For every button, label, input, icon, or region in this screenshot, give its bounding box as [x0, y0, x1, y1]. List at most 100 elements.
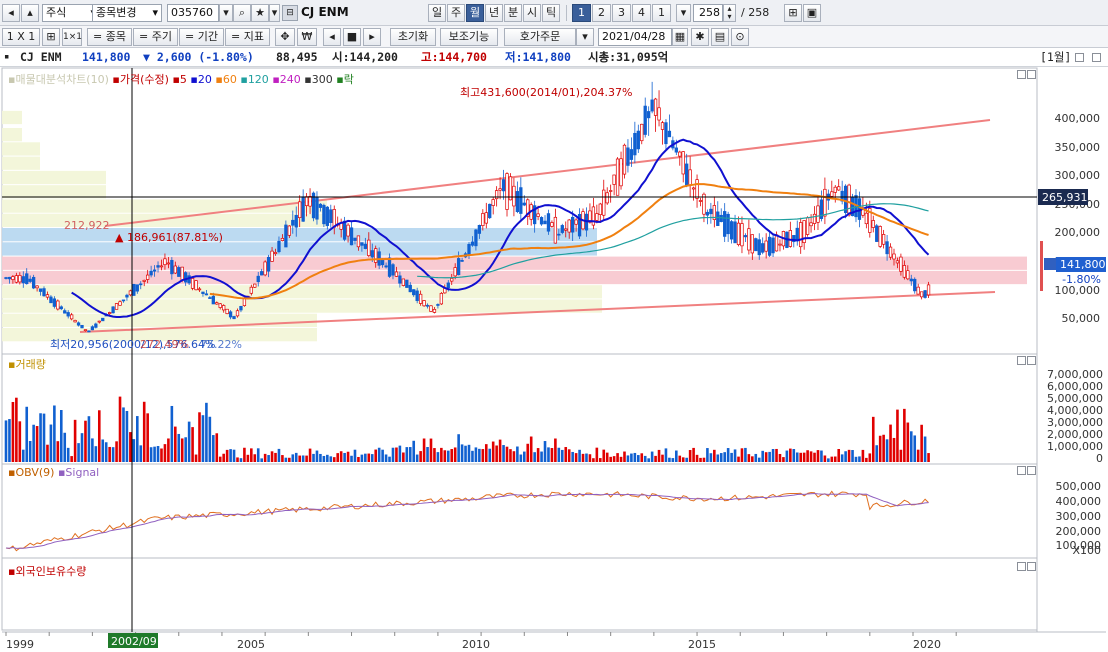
candle-body: [346, 224, 350, 237]
layout-ratio-button[interactable]: 1 X 1: [2, 28, 40, 46]
stock-menu-button[interactable]: = 종목: [87, 28, 132, 46]
period-tab-3[interactable]: 년: [485, 4, 503, 22]
candle-body: [764, 240, 768, 252]
period-tab-2[interactable]: 월: [466, 4, 484, 22]
panel-minimize-icon[interactable]: [1017, 70, 1026, 79]
candle-body: [816, 205, 820, 223]
volume-bar: [332, 457, 336, 462]
code-dropdown-button[interactable]: ▾: [219, 4, 233, 22]
candle-body: [512, 185, 516, 207]
candle-body: [712, 205, 716, 220]
new-window-icon[interactable]: ⊞: [784, 4, 802, 22]
candle-body: [284, 224, 288, 248]
high-price: 고:144,700: [421, 50, 487, 64]
interval-button-4[interactable]: 1: [652, 4, 671, 22]
up-stock-button[interactable]: ▴: [21, 4, 39, 22]
gear-icon[interactable]: ✱: [691, 28, 709, 46]
bar-count-input[interactable]: 258: [693, 4, 723, 22]
volume-bar: [218, 456, 222, 462]
volume-bar: [294, 452, 298, 462]
panel-minimize-icon[interactable]: [1017, 466, 1026, 475]
table-icon[interactable]: ▤: [711, 28, 729, 46]
count-stepper[interactable]: ▴ ▾: [723, 4, 736, 22]
panel-close-icon[interactable]: [1027, 70, 1036, 79]
main-toolbar: ◂ ▴ 주식▾ 종목변경▾ 035760 ▾ ⌕ ★ ▾ ⊟ CJ ENM ▾ …: [0, 0, 1108, 26]
search-icon[interactable]: ⌕: [233, 4, 251, 22]
volume-bar: [460, 444, 464, 462]
volume-bar: [868, 453, 872, 462]
volume-bar: [785, 450, 789, 462]
minimize-icon[interactable]: [1075, 53, 1084, 62]
candle-body: [750, 234, 754, 254]
change-stock-select[interactable]: 종목변경 ▾: [92, 4, 162, 22]
crosshair-icon[interactable]: ✥: [275, 28, 295, 46]
volume-bar: [94, 446, 98, 462]
panel-minimize-icon[interactable]: [1017, 562, 1026, 571]
period-tab-4[interactable]: 분: [504, 4, 522, 22]
split-ratio-button[interactable]: 1×1: [62, 28, 82, 46]
volume-bar: [719, 453, 723, 462]
volume-bar: [789, 448, 792, 462]
volume-bar: [132, 439, 136, 462]
volume-bar: [612, 456, 616, 462]
volume-bar: [688, 450, 692, 462]
volume-bar: [326, 454, 329, 462]
volume-bar: [854, 456, 858, 462]
scroll-right-icon[interactable]: ▸: [363, 28, 381, 46]
candle-body: [277, 240, 281, 253]
last-price-box: [1056, 257, 1106, 272]
panel-close-icon[interactable]: [1027, 466, 1036, 475]
chart-info-bar: ▪ CJ ENM 141,800 ▼ 2,600 (-1.80%) 88,495…: [0, 49, 1108, 67]
period-tab-6[interactable]: 틱: [542, 4, 560, 22]
panel-close-icon[interactable]: [1027, 562, 1036, 571]
cycle-menu-button[interactable]: = 주기: [133, 28, 178, 46]
chart-area[interactable]: 400,000 350,000 300,000 250,000 200,000 …: [0, 67, 1108, 652]
date-input[interactable]: 2021/04/28: [598, 28, 672, 46]
volume-bar: [118, 396, 122, 462]
candle-body: [481, 213, 485, 226]
link-icon[interactable]: ⊙: [731, 28, 749, 46]
num-dropdown-button[interactable]: ▾: [676, 4, 691, 22]
panel-close-icon[interactable]: [1027, 356, 1036, 365]
chart-toolbar: 1 X 1 ⊞ 1×1 = 종목 = 주기 = 기간 = 지표 ✥ ₩ ◂ ■ …: [0, 26, 1108, 48]
calendar-icon[interactable]: ▦: [672, 28, 688, 46]
star-dropdown-button[interactable]: ▾: [269, 4, 280, 22]
stock-code-input[interactable]: 035760: [167, 4, 219, 22]
stop-icon[interactable]: ■: [343, 28, 361, 46]
order-button[interactable]: 호가주문: [504, 28, 576, 46]
scroll-left-icon[interactable]: ◂: [323, 28, 341, 46]
moving-averages: [71, 138, 930, 319]
marker-annotation: ▲ 186,961(87.81%): [115, 231, 223, 244]
candle-body: [152, 269, 157, 272]
indicator-menu-button[interactable]: = 지표: [225, 28, 270, 46]
close-icon[interactable]: [1092, 53, 1101, 62]
volume-bar: [153, 446, 156, 462]
interval-button-0[interactable]: 1: [572, 4, 591, 22]
candle-body: [391, 264, 395, 276]
save-icon[interactable]: ▣: [803, 4, 821, 22]
chevron-down-icon[interactable]: ▾: [576, 28, 594, 46]
volume-bar: [298, 455, 301, 462]
reset-button[interactable]: 초기화: [390, 28, 436, 46]
period-menu-button[interactable]: = 기간: [179, 28, 224, 46]
candle-body: [83, 329, 88, 331]
volume-bar: [823, 455, 827, 462]
period-tab-1[interactable]: 주: [447, 4, 465, 22]
won-icon[interactable]: ₩: [297, 28, 317, 46]
interval-button-2[interactable]: 3: [612, 4, 631, 22]
period-tab-0[interactable]: 일: [428, 4, 446, 22]
volume-bar: [585, 453, 588, 462]
aux-function-button[interactable]: 보조기능: [440, 28, 498, 46]
period-tab-5[interactable]: 시: [523, 4, 541, 22]
candle-body: [736, 222, 741, 246]
panel-minimize-icon[interactable]: [1017, 356, 1026, 365]
prev-stock-button[interactable]: ◂: [2, 4, 20, 22]
news-icon[interactable]: ⊟: [282, 5, 298, 21]
grid-icon[interactable]: ⊞: [42, 28, 60, 46]
interval-button-3[interactable]: 4: [632, 4, 651, 22]
favorite-star-icon[interactable]: ★: [251, 4, 269, 22]
volume-bar: [851, 450, 854, 462]
candle-body: [757, 239, 761, 256]
interval-button-1[interactable]: 2: [592, 4, 611, 22]
candle-body: [63, 310, 67, 314]
